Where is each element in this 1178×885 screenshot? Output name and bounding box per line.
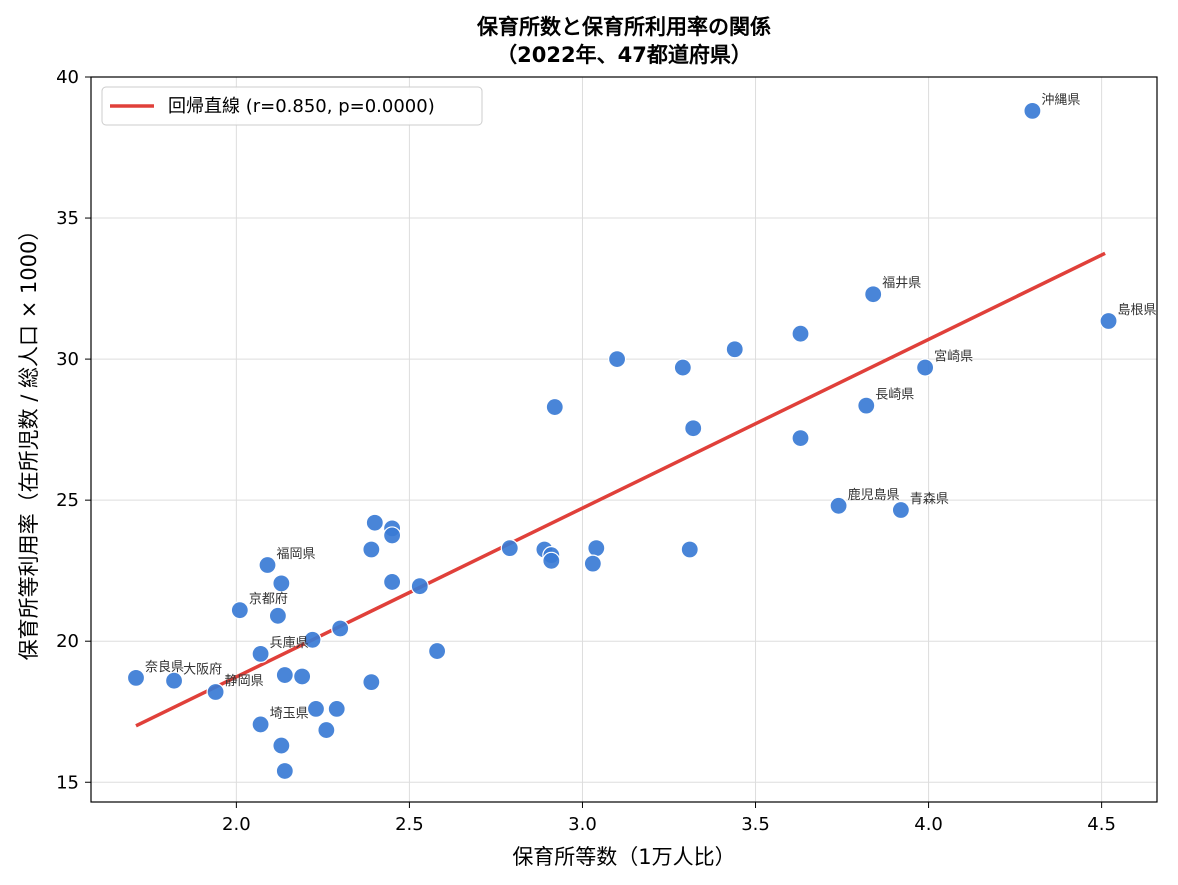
data-point — [230, 601, 249, 620]
data-point — [272, 574, 291, 593]
data-point — [365, 513, 384, 532]
data-point — [607, 350, 627, 369]
data-point — [542, 551, 561, 570]
plot-frame — [90, 76, 1158, 803]
point-label: 宮崎県 — [934, 349, 973, 365]
point-label: 福岡県 — [277, 547, 316, 562]
x-tick-label: 3.0 — [568, 814, 597, 835]
y-tick-label: 30 — [56, 349, 79, 370]
point-label: 兵庫県 — [270, 636, 309, 651]
point-label: 沖縄県 — [1041, 93, 1080, 108]
data-point — [680, 540, 699, 559]
point-label: 長崎県 — [875, 388, 914, 403]
data-point — [383, 572, 402, 592]
data-point — [306, 699, 326, 719]
data-point — [864, 285, 883, 304]
x-tick-label: 3.5 — [741, 814, 770, 835]
data-point — [829, 496, 848, 515]
legend: 回帰直線 (r=0.850, p=0.0000) — [101, 86, 483, 126]
data-point — [583, 554, 602, 573]
data-point — [275, 761, 294, 781]
y-tick-label: 15 — [56, 772, 79, 793]
point-label: 鹿児島県 — [848, 487, 900, 503]
data-point — [1099, 311, 1118, 331]
x-axis-ticks: 2.0 2.5 3.0 3.5 4.0 4.5 — [222, 802, 1116, 835]
data-point — [725, 340, 744, 359]
legend-label: 回帰直線 (r=0.850, p=0.0000) — [168, 96, 435, 117]
x-tick-label: 2.0 — [222, 814, 251, 835]
data-point — [545, 397, 564, 417]
data-point — [916, 358, 935, 377]
data-point — [587, 539, 606, 558]
regression-line — [135, 251, 1106, 728]
data-point — [791, 324, 810, 343]
chart-title-line2: （2022年、47都道府県） — [496, 43, 752, 67]
legend-box — [101, 86, 483, 126]
data-point — [673, 358, 692, 377]
x-tick-label: 2.5 — [395, 814, 424, 835]
data-point — [791, 428, 810, 448]
data-point — [293, 667, 312, 686]
data-point — [891, 500, 910, 520]
x-tick-label: 4.0 — [914, 814, 943, 835]
data-point — [383, 526, 402, 545]
data-point — [275, 665, 294, 685]
data-point — [317, 720, 336, 740]
data-point — [684, 419, 703, 438]
data-point — [303, 630, 322, 649]
regression-layer — [135, 251, 1106, 728]
data-point — [500, 539, 519, 558]
point-label: 福井県 — [882, 276, 921, 291]
data-point — [164, 671, 184, 690]
data-point — [258, 555, 277, 575]
data-point — [362, 540, 381, 559]
data-point — [1023, 101, 1042, 120]
data-point — [428, 641, 447, 661]
y-axis-ticks: 15 20 25 30 35 40 — [56, 67, 91, 793]
data-point — [206, 682, 225, 702]
data-point — [251, 644, 270, 663]
point-label: 静岡県 — [225, 674, 264, 689]
data-point — [327, 699, 346, 719]
y-tick-label: 20 — [56, 631, 79, 652]
point-label: 青森県 — [910, 492, 949, 507]
chart-title-line1: 保育所数と保育所利用率の関係 — [476, 15, 771, 39]
point-label: 島根県 — [1118, 303, 1157, 318]
x-axis-label: 保育所等数（1万人比） — [512, 845, 735, 869]
data-point — [126, 668, 146, 687]
data-point — [251, 715, 270, 734]
data-point — [857, 396, 876, 415]
data-point — [331, 619, 350, 638]
y-tick-label: 35 — [56, 208, 79, 229]
point-label: 京都府 — [249, 592, 288, 607]
data-point — [268, 606, 287, 625]
x-tick-label: 4.5 — [1087, 814, 1116, 835]
point-label: 大阪府 — [183, 663, 222, 678]
data-points — [126, 101, 1118, 781]
data-point — [272, 736, 291, 755]
y-tick-label: 40 — [56, 67, 79, 88]
data-point — [362, 673, 381, 692]
y-tick-label: 25 — [56, 490, 79, 511]
point-label: 奈良県 — [145, 659, 184, 675]
data-point — [410, 577, 429, 596]
y-axis-label: 保育所等利用率（在所児数 / 総人口 × 1000） — [17, 220, 41, 661]
point-label: 埼玉県 — [270, 706, 309, 721]
